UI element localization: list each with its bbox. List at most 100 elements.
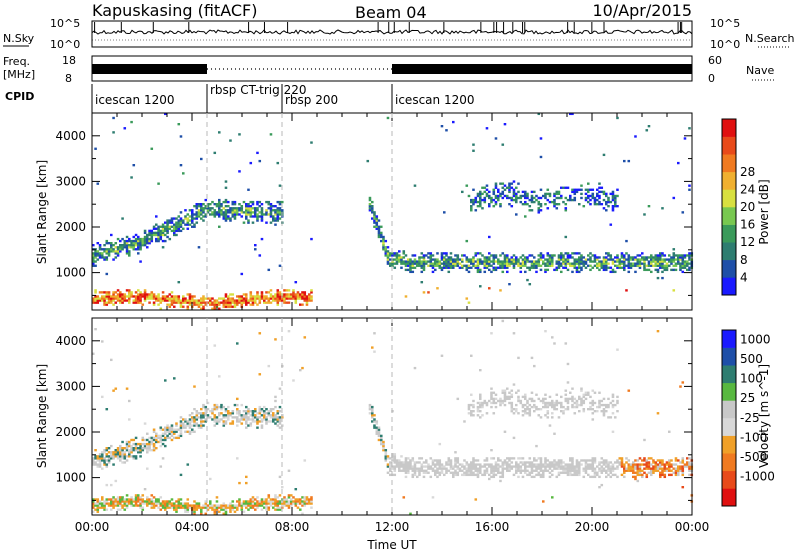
heatmap-cell [159,428,163,431]
heatmap-cell [688,262,691,265]
heatmap-cell [386,457,390,460]
heatmap-cell [490,449,493,452]
heatmap-cell [627,463,631,466]
heatmap-cell [258,211,262,214]
heatmap-cell [132,248,136,251]
heatmap-cell [440,256,444,259]
heatmap-cell [476,414,480,417]
heatmap-cell [434,465,437,468]
heatmap-cell [177,434,181,438]
heatmap-cell [166,235,169,239]
heatmap-cell [643,471,646,474]
heatmap-cell [670,256,673,259]
heatmap-cell [285,504,289,507]
heatmap-cell [474,459,478,462]
heatmap-cell [240,422,244,425]
heatmap-cell [240,297,244,300]
heatmap-cell [380,440,383,444]
heatmap-cell [146,447,149,450]
heatmap-cell [303,299,307,302]
heatmap-cell [465,297,469,300]
heatmap-cell [238,504,241,507]
heatmap-cell [141,293,145,296]
heatmap-cell [681,486,685,489]
heatmap-cell [636,463,640,466]
heatmap-cell [512,198,516,202]
heatmap-cell [254,408,257,411]
heatmap-cell [134,504,138,507]
heatmap-cell [539,252,543,255]
heatmap-cell [429,457,433,460]
heatmap-cell [110,504,113,507]
heatmap-cell [537,262,541,265]
heatmap-cell [407,268,410,272]
heatmap-cell [659,252,662,255]
heatmap-cell [524,260,527,263]
heatmap-cell [429,252,433,255]
heatmap-cell [551,461,554,464]
heatmap-cell [161,223,165,226]
heatmap-cell [598,268,601,272]
heatmap-cell [96,254,100,257]
heatmap-cell [636,471,640,474]
heatmap-cell [510,393,514,396]
heatmap-cell [492,268,496,272]
heatmap-cell [278,422,282,425]
heatmap-cell [281,200,284,204]
heatmap-cell [548,471,552,474]
heatmap-cell [377,225,381,228]
heatmap-cell [254,301,257,304]
heatmap-cell [236,457,239,460]
heatmap-cell [413,262,417,265]
heatmap-cell [587,188,590,191]
heatmap-cell [96,506,100,509]
heatmap-cell [686,262,689,265]
heatmap-cell [645,258,649,261]
heatmap-cell [161,246,165,249]
heatmap-cell [560,405,563,409]
heatmap-cell [276,211,280,214]
heatmap-cell [614,198,617,202]
heatmap-cell [670,258,673,261]
heatmap-cell [191,412,194,415]
heatmap-cell [537,200,541,204]
heatmap-cell [429,465,433,468]
heatmap-cell [274,217,277,220]
heatmap-cell [101,502,104,505]
heatmap-cell [269,133,273,136]
heatmap-cell [602,469,606,472]
heatmap-cell [490,198,493,202]
heatmap-cell [245,303,248,306]
heatmap-cell [445,258,448,261]
heatmap-cell [233,215,237,218]
velocity-ylabel: Slant Range [km] [35,364,49,468]
heatmap-cell [211,408,214,411]
heatmap-cell [508,469,511,472]
heatmap-cell [506,264,509,267]
heatmap-cell [560,471,563,474]
heatmap-cell [564,264,568,267]
heatmap-cell [393,457,397,460]
heatmap-cell [310,500,313,503]
heatmap-cell [98,506,102,509]
heatmap-cell [179,502,183,505]
velocity-colorbar-frame [721,329,737,507]
heatmap-cell [269,502,273,505]
heatmap-cell [510,258,514,261]
heatmap-cell [375,426,379,429]
heatmap-cell [535,463,538,466]
heatmap-cell [170,434,174,438]
heatmap-cell [251,410,255,413]
heatmap-cell [373,420,376,423]
heatmap-cell [643,266,646,269]
heatmap-cell [470,473,473,477]
heatmap-cell [535,260,538,263]
heatmap-cell [652,258,655,261]
heatmap-cell [157,295,160,298]
heatmap-cell [137,237,140,241]
heatmap-cell [569,463,572,466]
heatmap-cell [146,297,149,300]
heatmap-cell [116,504,120,507]
heatmap-cell [533,196,536,200]
heatmap-cell [492,205,496,208]
